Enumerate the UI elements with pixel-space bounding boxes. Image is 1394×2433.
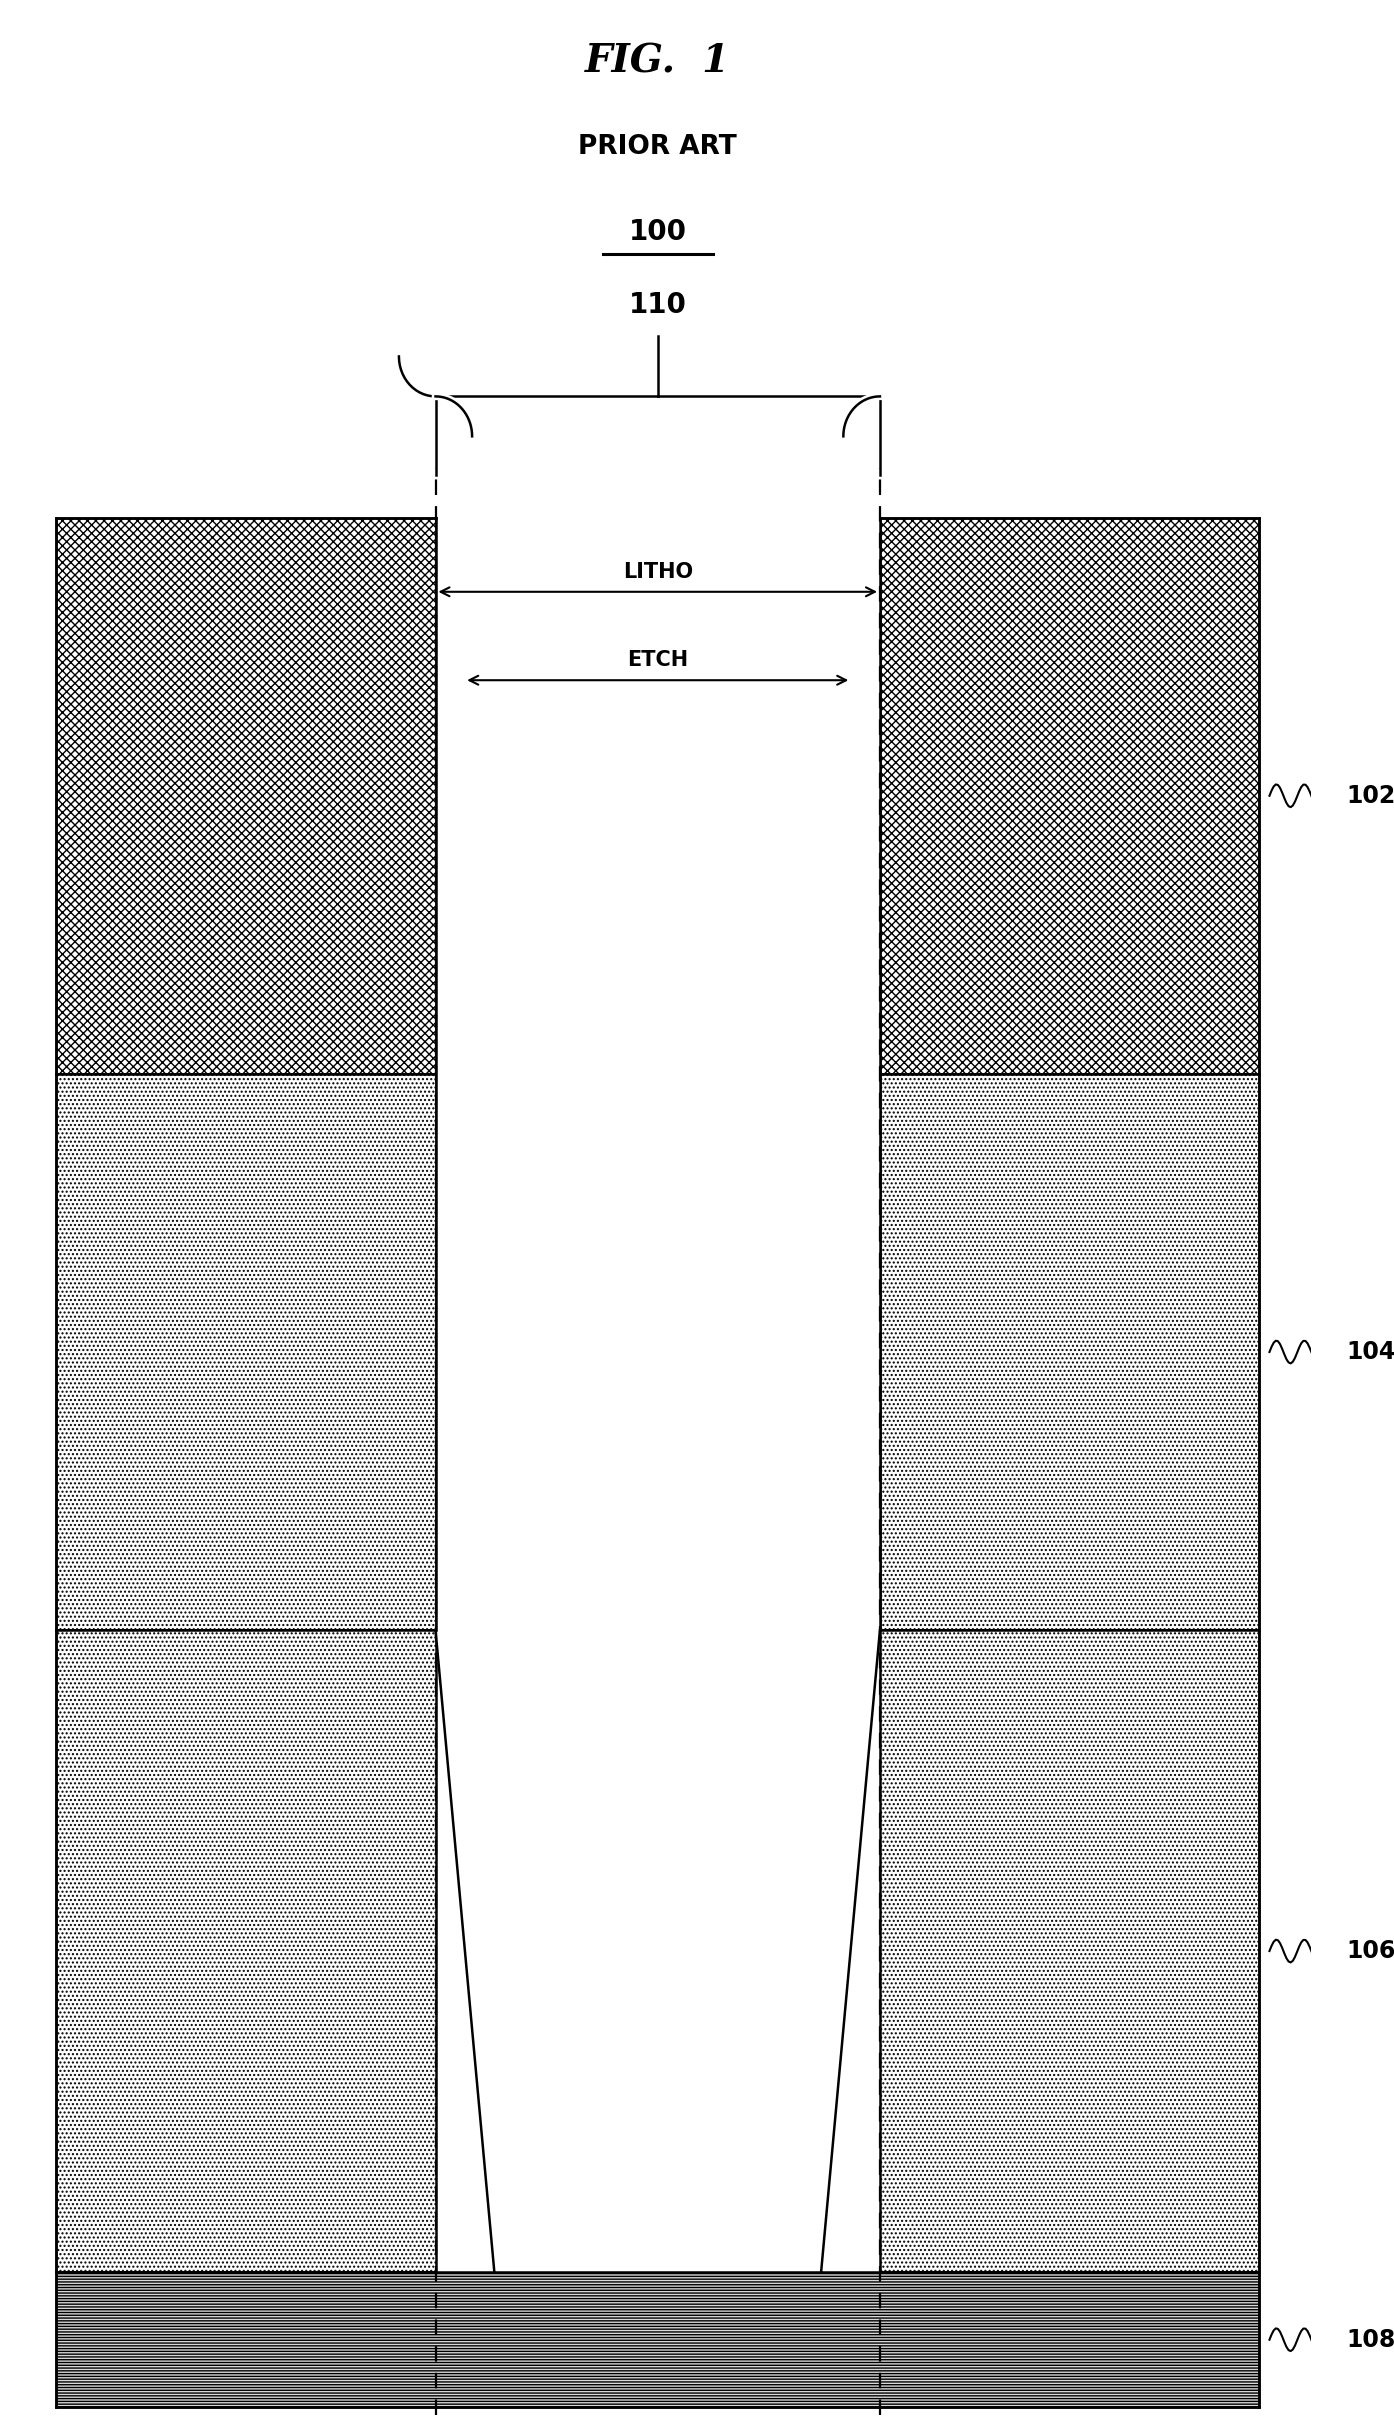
Text: 100: 100 (629, 219, 687, 246)
Text: LITHO: LITHO (623, 562, 693, 581)
Bar (56, 2272, 1259, 2406)
Text: 108: 108 (1347, 2328, 1394, 2353)
Text: 106: 106 (1347, 1939, 1394, 1963)
Bar (56, 1073, 435, 1630)
Polygon shape (435, 1630, 880, 2272)
Bar (56, 1630, 435, 2272)
Text: 102: 102 (1347, 783, 1394, 808)
Bar (435, 518, 880, 1073)
Bar (880, 1630, 1259, 2272)
Bar (880, 1073, 1259, 1630)
Bar (880, 518, 1259, 1073)
Text: ETCH: ETCH (627, 650, 689, 669)
Text: PRIOR ART: PRIOR ART (579, 134, 737, 161)
Bar (435, 1073, 880, 1630)
Text: FIG.  1: FIG. 1 (585, 41, 730, 80)
Text: 110: 110 (629, 292, 687, 319)
Text: 104: 104 (1347, 1341, 1394, 1365)
Bar (56, 518, 435, 1073)
